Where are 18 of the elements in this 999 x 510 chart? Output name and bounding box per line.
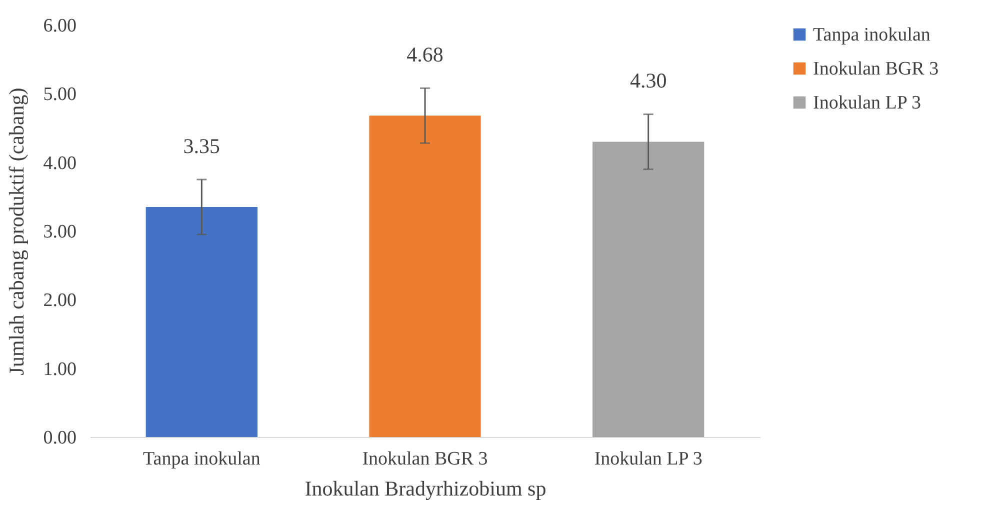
legend-label: Inokulan BGR 3	[813, 58, 939, 80]
y-tick-label: 5.00	[43, 84, 76, 106]
x-axis-title: Inokulan Bradyrhizobium sp	[304, 476, 546, 500]
y-tick-label: 1.00	[43, 358, 76, 380]
x-tick-label: Tanpa inokulan	[142, 448, 261, 470]
legend-label: Inokulan LP 3	[813, 92, 922, 114]
data-label: 4.30	[630, 68, 667, 93]
y-tick-label: 6.00	[43, 16, 76, 36]
x-tick-label: Inokulan LP 3	[594, 448, 702, 470]
y-tick-label: 4.00	[43, 152, 76, 174]
data-label: 4.68	[406, 42, 444, 67]
data-label: 3.35	[183, 134, 220, 158]
legend-label: Tanpa inokulan	[813, 24, 931, 46]
x-tick-label: Inokulan BGR 3	[362, 448, 488, 470]
y-axis-title: Jumlah cabang produktif (cabang)	[4, 88, 28, 376]
y-tick-label: 0.00	[43, 428, 76, 448]
y-tick-label: 2.00	[43, 290, 76, 312]
y-tick-label: 3.00	[43, 222, 76, 242]
